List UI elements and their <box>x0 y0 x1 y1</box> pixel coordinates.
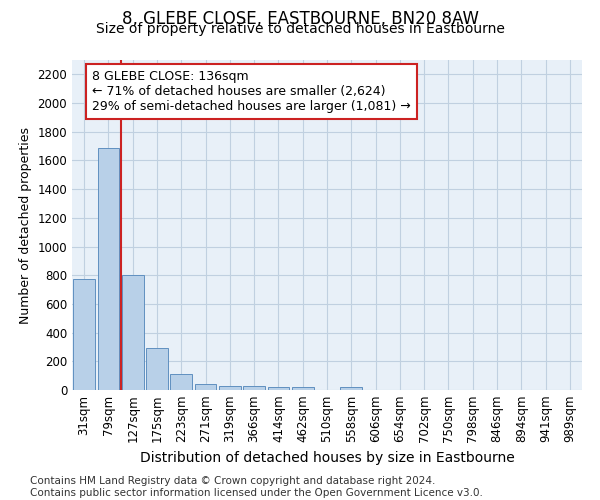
Bar <box>170 374 192 390</box>
Bar <box>340 387 362 390</box>
Y-axis label: Number of detached properties: Number of detached properties <box>19 126 32 324</box>
Text: 8, GLEBE CLOSE, EASTBOURNE, BN20 8AW: 8, GLEBE CLOSE, EASTBOURNE, BN20 8AW <box>121 10 479 28</box>
Bar <box>194 384 217 390</box>
Bar <box>73 279 95 390</box>
Bar <box>292 387 314 390</box>
Bar <box>219 386 241 390</box>
Bar <box>97 148 119 390</box>
Text: Contains HM Land Registry data © Crown copyright and database right 2024.
Contai: Contains HM Land Registry data © Crown c… <box>30 476 483 498</box>
X-axis label: Distribution of detached houses by size in Eastbourne: Distribution of detached houses by size … <box>140 451 514 465</box>
Bar <box>146 348 168 390</box>
Text: Size of property relative to detached houses in Eastbourne: Size of property relative to detached ho… <box>95 22 505 36</box>
Text: 8 GLEBE CLOSE: 136sqm
← 71% of detached houses are smaller (2,624)
29% of semi-d: 8 GLEBE CLOSE: 136sqm ← 71% of detached … <box>92 70 411 113</box>
Bar <box>243 386 265 390</box>
Bar <box>122 275 143 390</box>
Bar <box>268 387 289 390</box>
